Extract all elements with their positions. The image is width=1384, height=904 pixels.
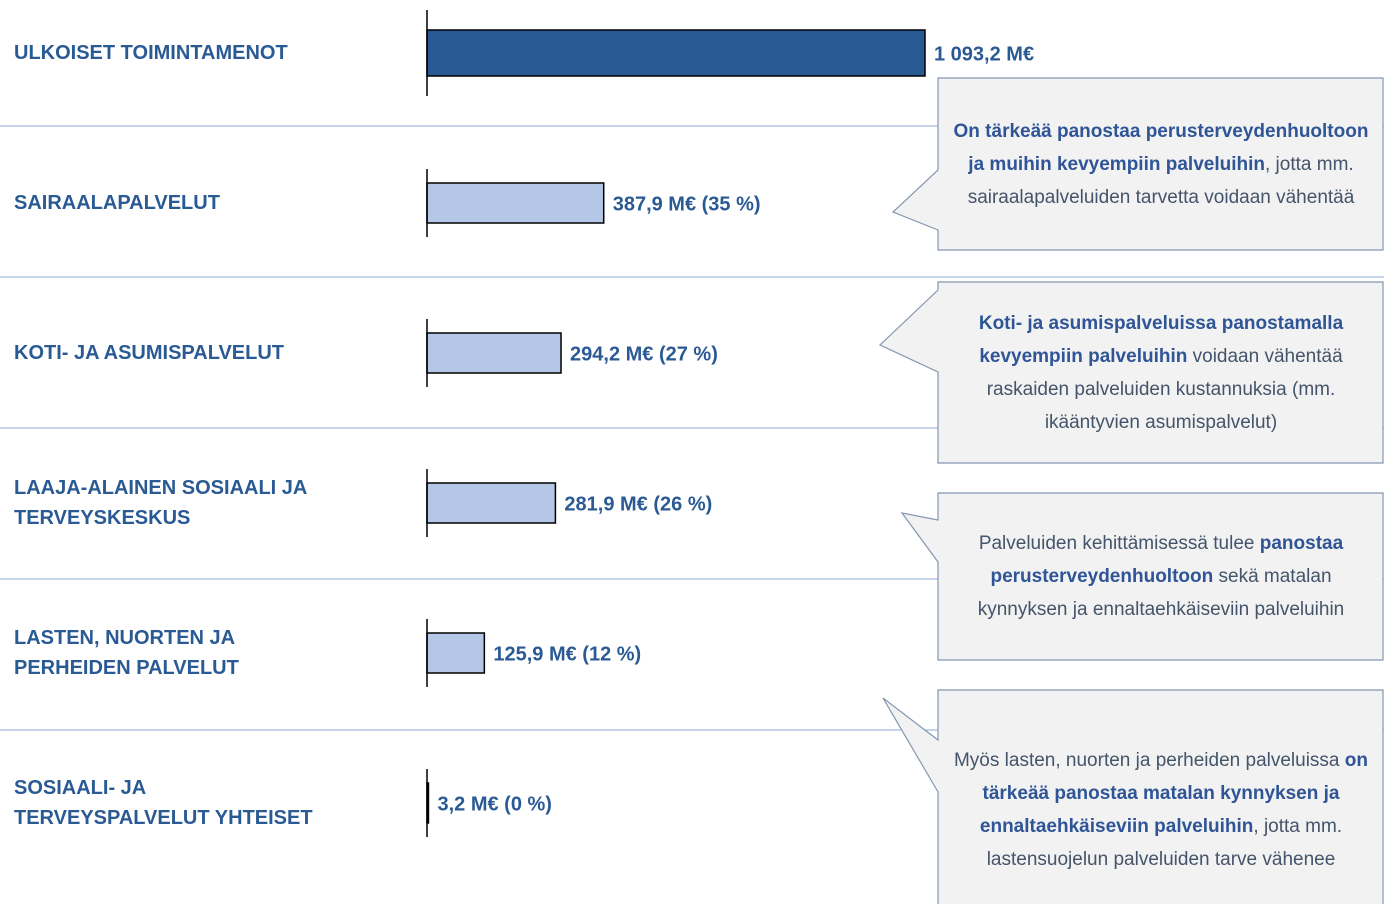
callout-text: Palveluiden kehittämisessä tulee panosta…	[940, 493, 1382, 660]
value-label: 1 093,2 M€	[934, 43, 1034, 65]
value-label: 387,9 M€ (35 %)	[613, 193, 761, 215]
category-label: SOSIAALI- JA TERVEYSPALVELUT YHTEISET	[14, 777, 313, 829]
callout-paragraph: Myös lasten, nuorten ja perheiden palvel…	[950, 744, 1372, 876]
bar	[426, 182, 605, 224]
callout-paragraph: Koti- ja asumispalveluissa panostamalla …	[950, 307, 1372, 439]
bar	[426, 482, 557, 524]
callout-text-part: panostaa perusterveydenhuoltoon	[990, 533, 1344, 587]
value-label: 125,9 M€ (12 %)	[493, 643, 641, 665]
callout-box	[891, 77, 1384, 251]
callout-text-part: Palveluiden kehittämisessä tulee	[978, 533, 1260, 554]
callout-text: Myös lasten, nuorten ja perheiden palvel…	[940, 690, 1382, 904]
callout-box	[882, 689, 1384, 904]
bar	[426, 632, 486, 674]
category-label: LASTEN, NUORTEN JA PERHEIDEN PALVELUT	[14, 627, 239, 679]
value-label: 294,2 M€ (27 %)	[570, 343, 718, 365]
callout-text-part: voidaan vähentää raskaiden palveluiden k…	[986, 345, 1343, 433]
callout-paragraph: On tärkeää panostaa perusterveydenhuolto…	[950, 115, 1372, 214]
bar	[426, 29, 926, 77]
callout-text-part: Myös lasten, nuorten ja perheiden palvel…	[953, 750, 1345, 771]
category-label: KOTI- JA ASUMISPALVELUT	[14, 342, 284, 364]
callout-text: On tärkeää panostaa perusterveydenhuolto…	[940, 78, 1382, 250]
value-label: 281,9 M€ (26 %)	[564, 493, 712, 515]
callout-text: Koti- ja asumispalveluissa panostamalla …	[940, 282, 1382, 463]
callout-text-part: , jotta mm. sairaalapalveluiden tarvetta…	[967, 153, 1355, 208]
callout-box	[900, 492, 1384, 661]
category-label: SAIRAALAPALVELUT	[14, 192, 220, 214]
category-label: LAAJA-ALAINEN SOSIAALI JA TERVEYSKESKUS	[14, 477, 308, 529]
bar	[426, 332, 562, 374]
callout-box	[878, 281, 1384, 464]
category-label: ULKOISET TOIMINTAMENOT	[14, 42, 288, 64]
callout-text-part: sekä matalan kynnyksen ja ennaltaehkäise…	[977, 566, 1345, 620]
value-label: 3,2 M€ (0 %)	[437, 793, 551, 815]
callout-text-part: Koti- ja asumispalveluissa panostamalla …	[978, 312, 1344, 367]
callout-text-part: , jotta mm. lastensuojelun palveluiden t…	[986, 816, 1343, 870]
callout-text-part: on tärkeää panostaa matalan kynnyksen ja…	[979, 750, 1368, 837]
callout-text-part: On tärkeää panostaa perusterveydenhuolto…	[953, 120, 1369, 175]
callout-paragraph: Palveluiden kehittämisessä tulee panosta…	[950, 527, 1372, 626]
